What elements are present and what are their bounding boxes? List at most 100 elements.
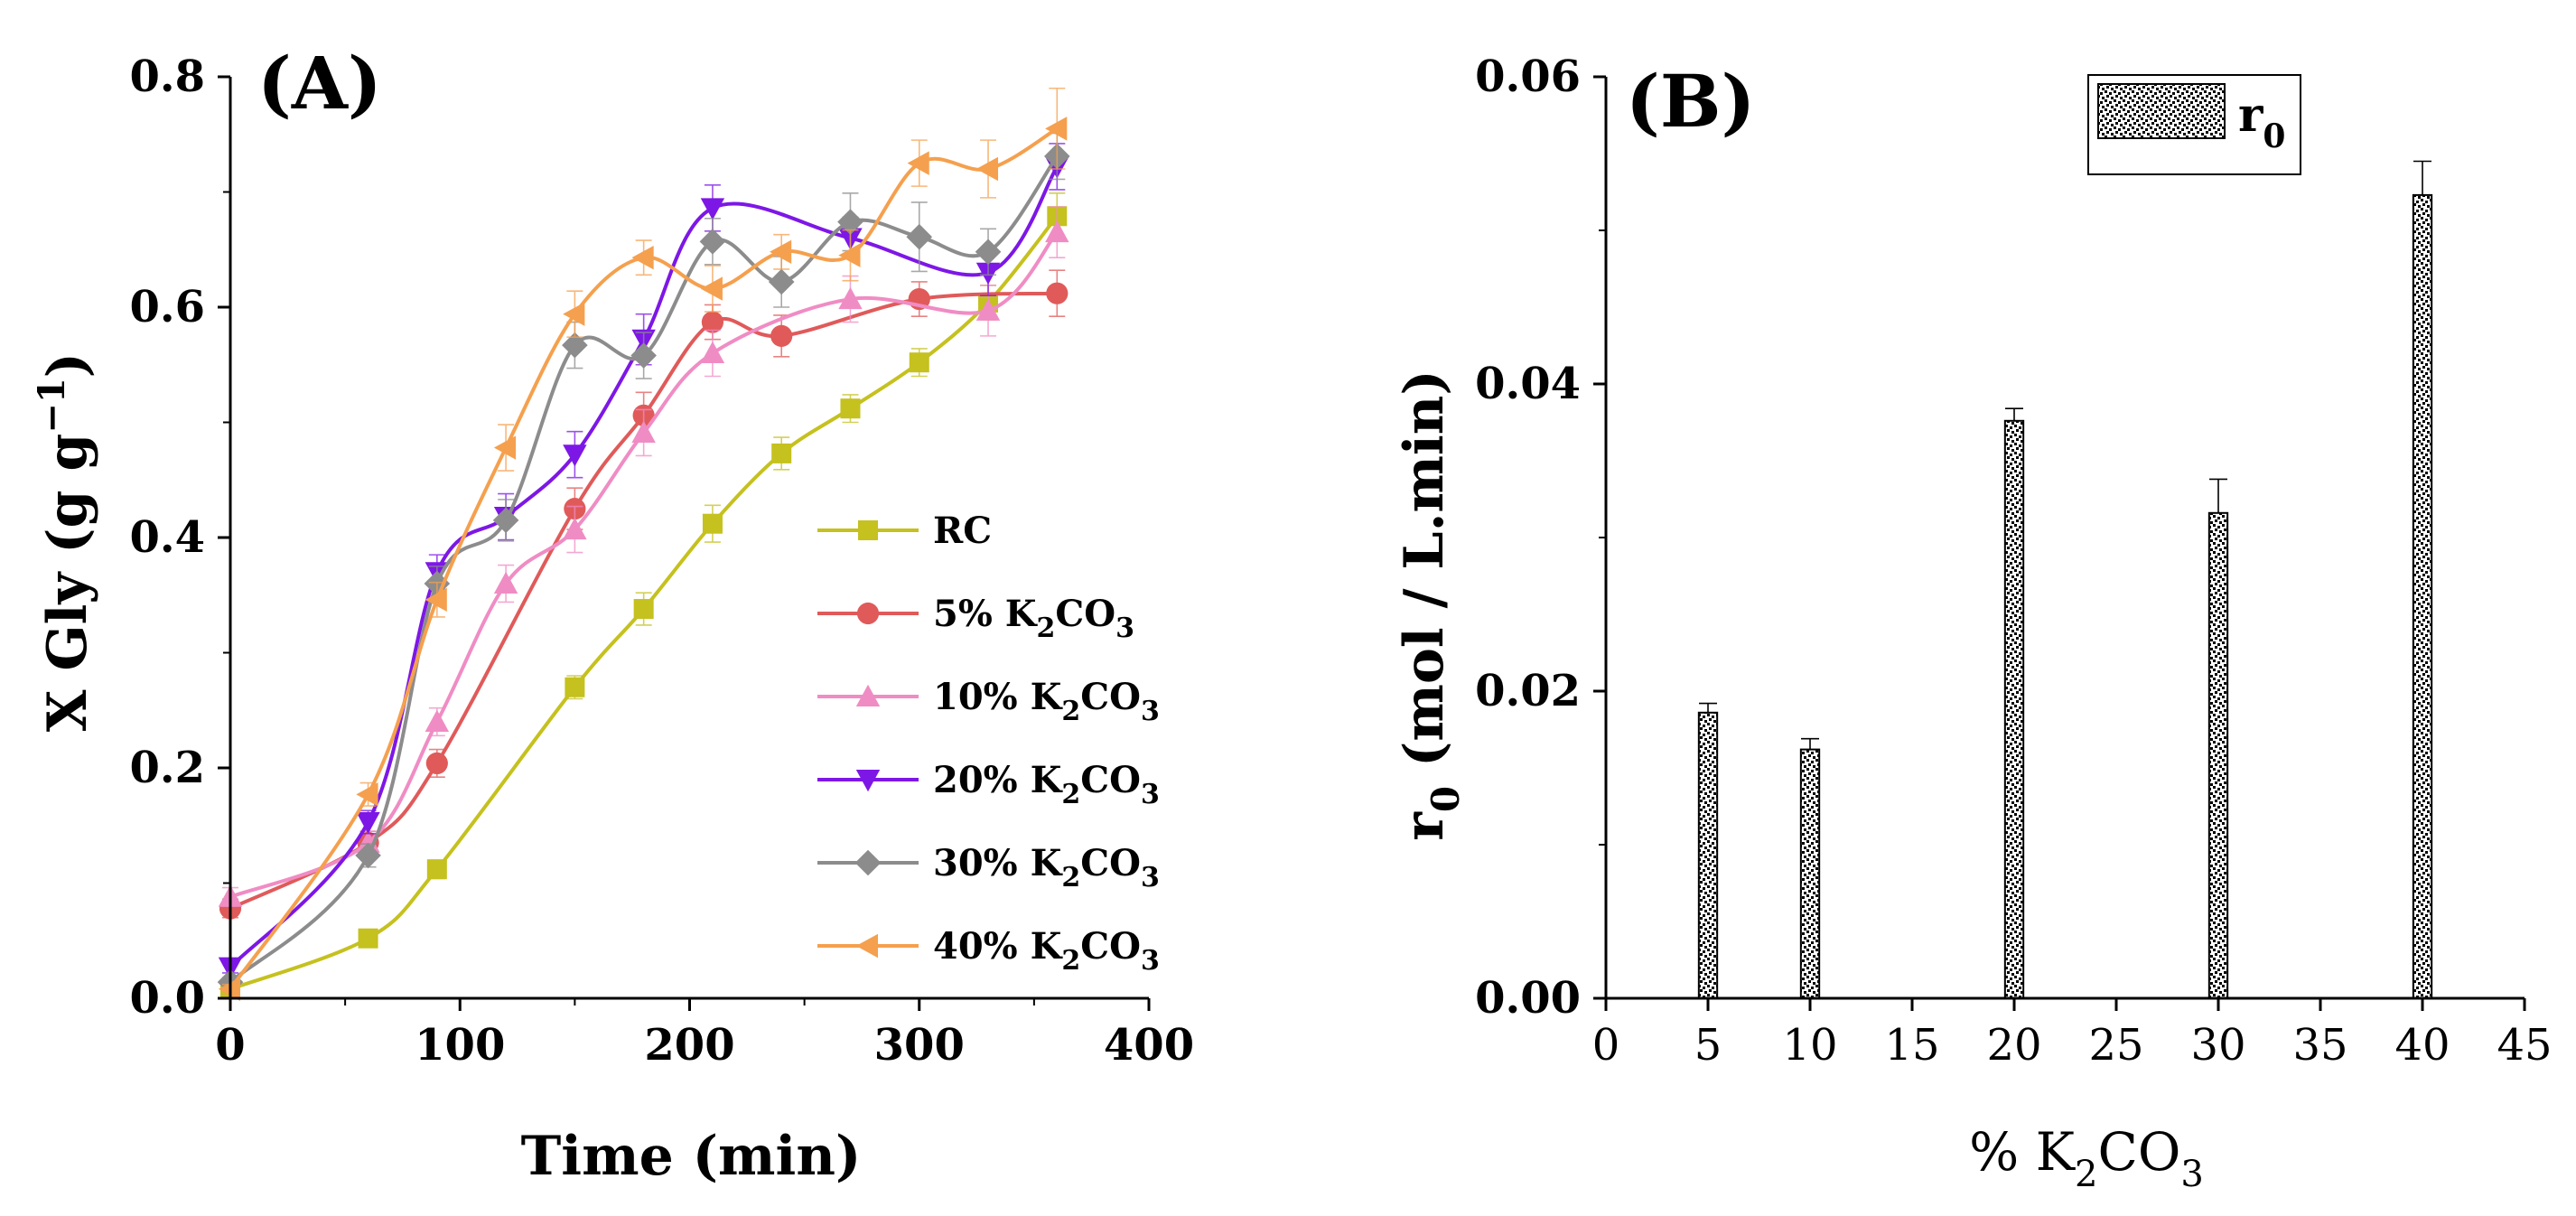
panel-a-y-tick-label: 0.0 bbox=[129, 973, 205, 1024]
data-point bbox=[768, 268, 795, 295]
bar-20pct bbox=[2003, 419, 2025, 999]
panel-a-x-tick-label: 400 bbox=[1104, 1020, 1194, 1071]
panel-b-bars bbox=[1697, 160, 2433, 999]
data-point bbox=[975, 298, 1001, 321]
data-point bbox=[563, 517, 587, 540]
legend-item-20pct-k2co3: 20% K2CO3 bbox=[817, 759, 1160, 810]
data-point bbox=[358, 928, 378, 949]
data-point bbox=[700, 341, 725, 363]
data-point bbox=[355, 842, 381, 869]
legend-marker bbox=[855, 770, 881, 792]
panel-b-y-tick-label: 0.00 bbox=[1475, 973, 1581, 1024]
series-line bbox=[229, 230, 1059, 899]
panel-b-x-tick-label: 0 bbox=[1592, 1020, 1620, 1071]
legend-item-40pct-k2co3: 40% K2CO3 bbox=[817, 925, 1160, 977]
legend-item-rc: RC bbox=[817, 510, 992, 552]
panel-a-x-tick-label: 100 bbox=[415, 1020, 505, 1071]
legend-label: 30% K2CO3 bbox=[933, 842, 1160, 893]
data-point bbox=[975, 156, 999, 182]
data-point bbox=[493, 435, 517, 460]
data-point bbox=[700, 276, 723, 301]
legend-label: 10% K2CO3 bbox=[933, 676, 1160, 727]
data-point bbox=[426, 859, 447, 880]
data-point bbox=[356, 811, 380, 835]
panel-a-x-axis-title: Time (min) bbox=[521, 1125, 862, 1188]
panel-b-x-tick-label: 35 bbox=[2292, 1020, 2347, 1071]
data-point bbox=[770, 239, 792, 264]
data-point bbox=[701, 311, 724, 333]
data-point bbox=[356, 830, 380, 853]
data-point bbox=[492, 507, 519, 534]
panel-a-y-tick-label: 0.2 bbox=[129, 743, 205, 793]
legend-item-10pct-k2co3: 10% K2CO3 bbox=[817, 676, 1160, 727]
data-point bbox=[906, 223, 933, 250]
data-point bbox=[1045, 117, 1068, 141]
bar-5pct bbox=[1697, 711, 1719, 999]
legend-label: 40% K2CO3 bbox=[933, 925, 1160, 977]
bar-group-40pct bbox=[2412, 160, 2433, 999]
data-point bbox=[425, 587, 447, 613]
data-point bbox=[356, 782, 378, 807]
series-line bbox=[229, 165, 1059, 968]
panel-b-x-tick-label: 25 bbox=[2088, 1020, 2143, 1071]
bar-30pct bbox=[2207, 511, 2229, 999]
panel-a-label: (A) bbox=[257, 41, 382, 126]
data-point bbox=[838, 286, 863, 310]
legend-marker bbox=[856, 602, 880, 625]
legend-marker bbox=[855, 933, 878, 959]
data-point bbox=[493, 571, 518, 594]
data-point bbox=[840, 398, 861, 419]
panel-a-legend: RC 5% K2CO3 10% K2CO3 20% K2CO3 30% K2CO3 40%… bbox=[817, 510, 1160, 977]
panel-a-x-tick-label: 300 bbox=[874, 1020, 965, 1071]
series-line bbox=[229, 291, 1058, 911]
panel-b-x-tick-label: 5 bbox=[1694, 1020, 1722, 1071]
panel-b-x-tick-label: 15 bbox=[1884, 1020, 1939, 1071]
panel-b-y-tick-label: 0.04 bbox=[1475, 359, 1581, 409]
panel-b-label: (B) bbox=[1626, 59, 1755, 144]
data-point bbox=[699, 229, 726, 255]
legend-marker bbox=[854, 849, 882, 876]
panel-a-chart: (A) 0 100 200 300 400 0.0 0.2 0.4 0.6 0.8 Time (m… bbox=[31, 41, 1194, 1188]
data-point bbox=[907, 151, 929, 175]
data-point bbox=[702, 513, 723, 534]
panel-b-chart: (B) 0 5 10 15 20 25 30 35 40 45 0.00 0.02 0.04 0.06 %… bbox=[1393, 51, 2553, 1195]
panel-b-x-tick-label: 20 bbox=[1986, 1020, 2041, 1071]
panel-b-x-tick-label: 10 bbox=[1782, 1020, 1837, 1071]
data-point bbox=[630, 342, 657, 369]
panel-b-x-tick-label: 40 bbox=[2394, 1020, 2450, 1071]
data-point bbox=[563, 444, 587, 467]
panel-a-y-tick-label: 0.6 bbox=[129, 282, 205, 332]
panel-a-x-tick-label: 0 bbox=[215, 1020, 245, 1071]
data-point bbox=[1046, 282, 1069, 304]
data-point bbox=[700, 198, 725, 220]
panel-a-y-tick-label: 0.8 bbox=[129, 51, 205, 102]
data-point bbox=[838, 243, 861, 267]
series-line bbox=[229, 215, 1059, 991]
legend-item-5pct-k2co3: 5% K2CO3 bbox=[817, 593, 1134, 644]
data-point bbox=[771, 443, 792, 463]
data-point bbox=[565, 677, 585, 697]
data-point bbox=[631, 245, 654, 270]
panel-b-x-tick-label: 30 bbox=[2190, 1020, 2245, 1071]
data-point bbox=[1045, 220, 1069, 243]
panel-a-y-axis-title: X Gly (g g−1) bbox=[31, 352, 99, 732]
data-point bbox=[975, 239, 1002, 266]
data-point bbox=[909, 352, 929, 373]
data-point bbox=[770, 324, 793, 347]
panel-a-x-tick-label: 200 bbox=[644, 1020, 734, 1071]
panel-b-legend: r0 bbox=[2087, 74, 2301, 175]
data-point bbox=[633, 599, 654, 620]
panel-b-y-tick-label: 0.06 bbox=[1475, 51, 1581, 102]
panel-a-y-tick-label: 0.4 bbox=[129, 512, 205, 563]
data-point bbox=[631, 420, 656, 443]
panel-b-y-tick-label: 0.02 bbox=[1475, 666, 1581, 716]
panel-b-y-axis-title: r0 (mol / L.min) bbox=[1393, 369, 1468, 841]
data-point bbox=[425, 709, 450, 732]
legend-label: 5% K2CO3 bbox=[933, 593, 1134, 644]
bar-group-30pct bbox=[2207, 478, 2229, 999]
legend-label-r0: r0 bbox=[2238, 88, 2285, 155]
panel-b-x-axis-title: % K2CO3 bbox=[1969, 1121, 2204, 1195]
bar-group-20pct bbox=[2003, 407, 2025, 999]
legend-label: RC bbox=[933, 510, 992, 552]
